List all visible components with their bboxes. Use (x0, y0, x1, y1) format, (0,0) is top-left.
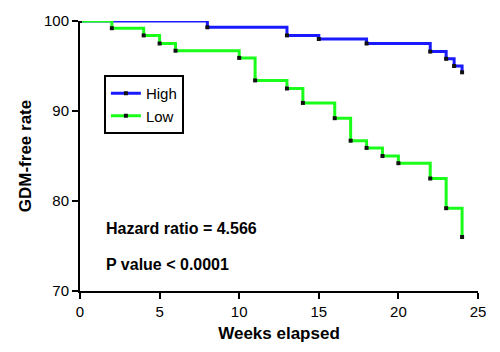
svg-text:P value < 0.0001: P value < 0.0001 (106, 256, 229, 273)
svg-text:100: 100 (44, 12, 69, 29)
svg-text:70: 70 (52, 282, 69, 299)
svg-text:High: High (146, 85, 177, 102)
svg-text:Hazard ratio = 4.566: Hazard ratio = 4.566 (106, 220, 257, 237)
svg-text:GDM-free rate: GDM-free rate (16, 100, 35, 212)
svg-text:5: 5 (155, 303, 163, 320)
svg-text:25: 25 (470, 303, 487, 320)
svg-text:90: 90 (52, 102, 69, 119)
svg-text:10: 10 (231, 303, 248, 320)
svg-text:Low: Low (146, 108, 174, 125)
svg-text:Weeks elapsed: Weeks elapsed (218, 324, 340, 343)
svg-text:15: 15 (310, 303, 327, 320)
svg-text:80: 80 (52, 192, 69, 209)
svg-text:0: 0 (76, 303, 84, 320)
svg-text:20: 20 (390, 303, 407, 320)
